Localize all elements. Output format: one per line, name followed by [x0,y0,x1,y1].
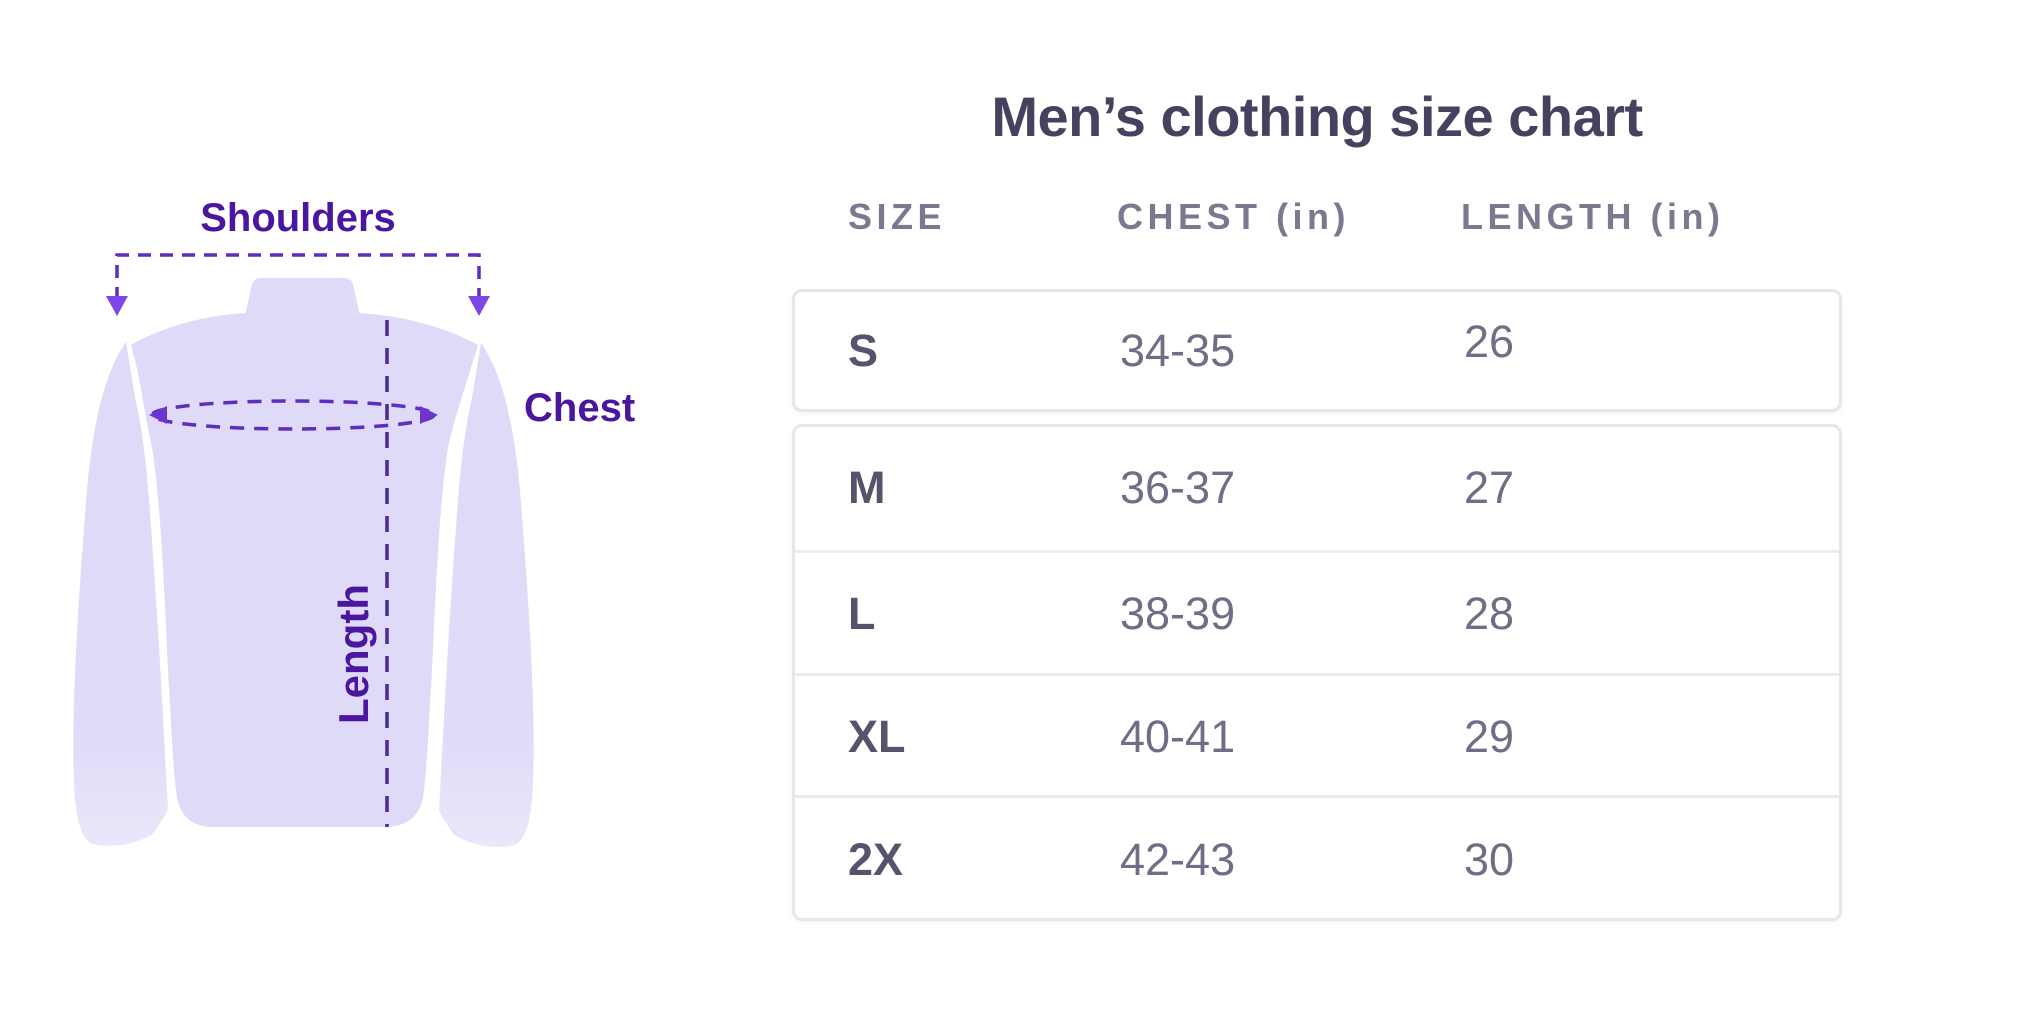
page-title: Men’s clothing size chart [991,85,1643,148]
column-header-size: SIZE [848,196,947,237]
shirt-right-sleeve [439,343,534,847]
chest-label: Chest [524,386,636,430]
shirt-body [131,313,478,827]
size-table-first-row-card: S 34-35 26 [792,289,1842,412]
size-cell: 2X [848,833,904,885]
size-cell: S [848,324,879,376]
chest-cell: 36-37 [1120,462,1236,514]
column-header-chest: CHEST (in) [1117,196,1350,237]
shoulder-arrow-right-icon [468,296,490,316]
chest-cell: 42-43 [1120,833,1236,885]
length-label: Length [330,584,377,724]
table-row-l: L 38-39 28 [795,549,1839,676]
size-table-card: M 36-37 27 L 38-39 28 XL 40-41 29 2X 42-… [792,424,1842,921]
table-header-row: SIZE CHEST (in) LENGTH (in) [792,196,1842,238]
table-row-s: S 34-35 26 [795,292,1839,409]
length-cell: 27 [1464,462,1515,514]
table-row-2x: 2X 42-43 30 [795,795,1839,921]
shirt-collar [245,278,360,323]
shirt-illustration [73,253,534,847]
table-row-xl: XL 40-41 29 [795,672,1839,799]
shoulder-arrow-left-icon [106,296,128,316]
size-cell: L [848,588,876,640]
length-cell: 30 [1464,833,1515,885]
size-cell: M [848,462,886,514]
chest-cell: 40-41 [1120,710,1236,762]
chest-arrow-left-icon [149,406,167,424]
length-cell: 26 [1464,315,1515,367]
length-cell: 29 [1464,710,1515,762]
shirt-left-sleeve [73,342,168,846]
column-header-length: LENGTH (in) [1461,196,1725,237]
size-cell: XL [848,710,906,762]
chest-cell: 38-39 [1120,588,1236,640]
chest-arrow-right-icon [420,406,438,424]
shoulders-bracket [115,253,481,300]
shoulders-label: Shoulders [200,196,396,240]
table-row-m: M 36-37 27 [795,427,1839,550]
chest-cell: 34-35 [1120,324,1236,376]
length-cell: 28 [1464,588,1515,640]
